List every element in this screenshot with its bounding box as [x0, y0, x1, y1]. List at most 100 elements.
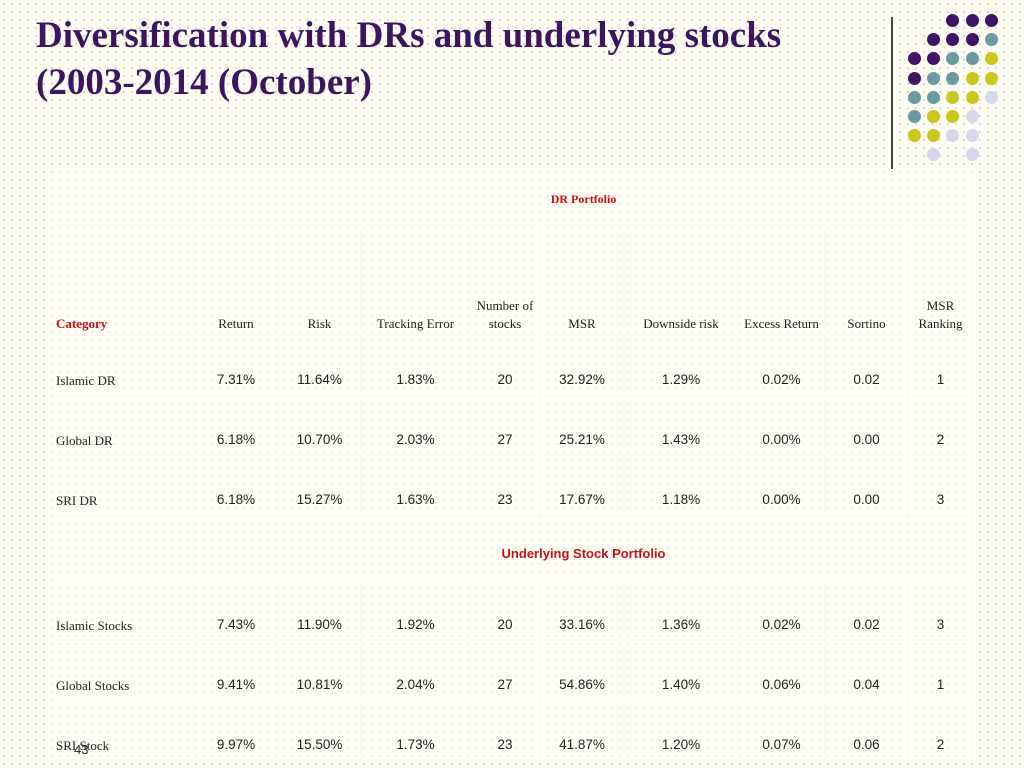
title-divider [891, 17, 893, 169]
decorative-dot [946, 14, 960, 27]
stocks-cell: 20 [469, 334, 541, 396]
excess-return-cell: 0.07% [737, 699, 826, 761]
decorative-dot [908, 52, 921, 66]
decorative-dot [927, 148, 941, 162]
header-tracking-error: Tracking Error [360, 224, 471, 336]
msr-ranking-cell: 3 [906, 579, 975, 641]
tracking-error-cell: 2.03% [360, 394, 471, 456]
stock-row: Islamic Stocks 7.43% 11.90% 1.92% 20 33.16% 1.… [52, 579, 975, 641]
tracking-error-cell: 2.04% [360, 639, 471, 701]
return-cell: 9.41% [193, 639, 279, 701]
dr-portfolio-label-cell: DR Portfolio [192, 172, 975, 226]
stocks-cell: 20 [469, 579, 541, 641]
tracking-error-cell: 1.83% [360, 334, 471, 396]
header-return: Return [193, 224, 279, 336]
decorative-dot [908, 71, 921, 85]
stocks-cell: 23 [469, 699, 541, 761]
decorative-dot [946, 33, 960, 47]
stock-section-corner-cell [52, 514, 195, 581]
decorative-dot [946, 129, 960, 143]
dr-portfolio-label: DR Portfolio [550, 192, 617, 206]
downside-risk-cell: 1.20% [623, 699, 739, 761]
dr-row: Global DR 6.18% 10.70% 2.03% 27 25.21% 1.43% 0.… [52, 394, 975, 456]
header-category: Category [52, 224, 195, 336]
msr-cell: 41.87% [539, 699, 625, 761]
downside-risk-cell: 1.40% [623, 639, 739, 701]
diversification-table: DR Portfolio Category Return Risk Tracki… [52, 172, 975, 761]
downside-risk-cell: 1.36% [623, 579, 739, 641]
decorative-dot [946, 52, 960, 66]
decorative-dot [927, 33, 941, 47]
stock-row: Global Stocks 9.41% 10.81% 2.04% 27 54.86% 1.4… [52, 639, 975, 701]
stocks-cell: 23 [469, 454, 541, 516]
slide-title-line-2: (2003-2014 (October) [36, 62, 372, 103]
header-msr-ranking-line-2: Ranking [918, 316, 963, 331]
decorative-dot [984, 33, 998, 47]
decorative-dot [965, 129, 979, 143]
return-cell: 6.18% [193, 394, 279, 456]
msr-ranking-cell: 2 [906, 394, 975, 456]
decorative-dot [984, 71, 998, 85]
decorative-dot [927, 71, 941, 85]
sortino-cell: 0.02 [824, 579, 909, 641]
excess-return-cell: 0.02% [737, 334, 826, 396]
risk-cell: 10.81% [277, 639, 362, 701]
decorative-dot [984, 14, 998, 27]
risk-cell: 15.27% [277, 454, 362, 516]
msr-cell: 17.67% [539, 454, 625, 516]
risk-cell: 11.64% [277, 334, 362, 396]
return-cell: 7.43% [193, 579, 279, 641]
category-cell: SRI Stock [52, 699, 195, 761]
header-excess-return: Excess Return [737, 224, 826, 336]
msr-cell: 33.16% [539, 579, 625, 641]
stock-portfolio-label: Underlying Stock Portfolio [501, 545, 666, 561]
risk-cell: 10.70% [277, 394, 362, 456]
stock-portfolio-label-cell: Underlying Stock Portfolio [192, 514, 975, 581]
tracking-error-cell: 1.73% [360, 699, 471, 761]
stocks-cell: 27 [469, 394, 541, 456]
header-category-label: Category [56, 316, 108, 331]
excess-return-cell: 0.02% [737, 579, 826, 641]
category-cell: Global Stocks [52, 639, 195, 701]
header-downside-risk: Downside risk [623, 224, 739, 336]
category-cell: SRI DR [52, 454, 195, 516]
slide-number: 43 [74, 742, 89, 757]
msr-ranking-cell: 2 [906, 699, 975, 761]
excess-return-cell: 0.00% [737, 454, 826, 516]
msr-cell: 25.21% [539, 394, 625, 456]
decorative-dot [984, 52, 998, 66]
decorative-dot [984, 90, 998, 104]
msr-ranking-cell: 3 [906, 454, 975, 516]
header-risk: Risk [277, 224, 362, 336]
decorative-dot [927, 90, 941, 104]
category-cell: Islamic Stocks [52, 579, 195, 641]
decorative-dot [965, 33, 979, 47]
header-number-of-stocks-line-1: Number of [476, 298, 534, 313]
header-msr-ranking: MSR Ranking [906, 224, 975, 336]
msr-ranking-cell: 1 [906, 334, 975, 396]
decorative-dot [927, 129, 941, 143]
sortino-cell: 0.04 [824, 639, 909, 701]
decorative-dot [908, 110, 921, 123]
downside-risk-cell: 1.18% [623, 454, 739, 516]
risk-cell: 15.50% [277, 699, 362, 761]
category-cell: Islamic DR [52, 334, 195, 396]
table-corner-cell [52, 172, 195, 226]
decorative-dot [908, 90, 921, 104]
tracking-error-cell: 1.63% [360, 454, 471, 516]
decorative-dot [965, 148, 979, 162]
risk-cell: 11.90% [277, 579, 362, 641]
return-cell: 6.18% [193, 454, 279, 516]
decorative-dot [927, 52, 941, 66]
table-header-row: Category Return Risk Tracking Error Numb… [52, 224, 975, 336]
header-sortino: Sortino [824, 224, 909, 336]
downside-risk-cell: 1.43% [623, 394, 739, 456]
excess-return-cell: 0.00% [737, 394, 826, 456]
downside-risk-cell: 1.29% [623, 334, 739, 396]
stock-section-row: Underlying Stock Portfolio [52, 514, 975, 581]
excess-return-cell: 0.06% [737, 639, 826, 701]
decorative-dot [946, 71, 960, 85]
msr-cell: 54.86% [539, 639, 625, 701]
header-msr-ranking-line-1: MSR [926, 298, 955, 313]
tracking-error-cell: 1.92% [360, 579, 471, 641]
